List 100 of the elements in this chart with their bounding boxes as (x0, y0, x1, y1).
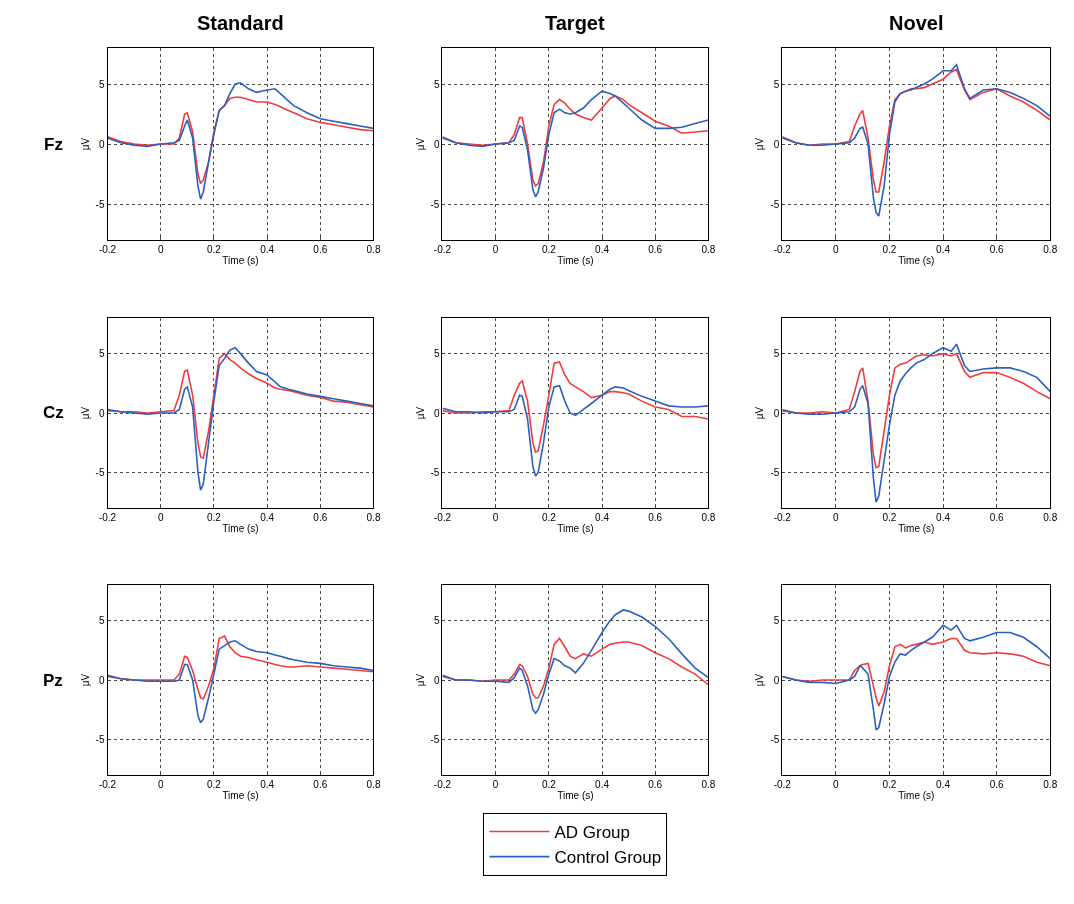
y-axis-title: μV (754, 406, 766, 420)
x-axis-title: Time (s) (557, 789, 594, 801)
x-tick-label: 0.4 (595, 244, 610, 255)
x-axis-title: Time (s) (222, 522, 259, 534)
x-axis-title: Time (s) (557, 254, 594, 266)
y-tick-label: -5 (770, 733, 780, 745)
x-tick-label: 0.8 (1043, 512, 1058, 523)
y-tick-label: -5 (430, 466, 440, 478)
line-series (107, 352, 374, 459)
y-tick-label: 0 (773, 138, 780, 150)
y-tick-label: -5 (95, 466, 105, 478)
y-tick-label: -5 (95, 733, 105, 745)
x-tick-label: 0.6 (313, 512, 328, 523)
legend-label: Control Group (554, 848, 662, 868)
y-axis-title: μV (414, 406, 426, 420)
x-tick-label: 0.2 (541, 512, 557, 523)
y-tick-label: 0 (98, 674, 105, 686)
x-tick-label: 0.8 (701, 512, 716, 523)
line-series (442, 361, 709, 453)
x-axis-title: Time (s) (898, 789, 935, 801)
x-tick-label: 0.6 (989, 244, 1005, 255)
line-series (782, 68, 1051, 193)
x-tick-label: 0 (833, 244, 840, 255)
y-tick-label: 5 (98, 348, 105, 360)
x-axis-title: Time (s) (898, 522, 935, 534)
y-tick-label: 0 (98, 138, 105, 150)
x-tick-label: 0.8 (701, 244, 716, 255)
x-tick-label: 0.8 (701, 779, 716, 790)
line-series (442, 384, 709, 477)
x-tick-label: -0.2 (98, 244, 117, 255)
x-tick-label: 0.2 (541, 779, 557, 790)
x-tick-label: 0.6 (313, 779, 328, 790)
x-axis-title: Time (s) (222, 789, 259, 801)
y-tick-label: -5 (430, 198, 440, 210)
x-tick-label: 0 (833, 512, 840, 523)
y-tick-label: -5 (430, 733, 440, 745)
y-axis-title: μV (754, 673, 766, 687)
x-tick-label: 0 (157, 244, 164, 255)
y-axis-title: μV (754, 137, 766, 151)
chart-title: Standard (197, 12, 284, 34)
x-tick-label: 0 (492, 779, 499, 790)
x-tick-label: -0.2 (433, 779, 452, 790)
y-tick-label: 0 (773, 407, 780, 419)
y-tick-label: 0 (98, 407, 105, 419)
chart-title: Novel (889, 12, 944, 34)
y-tick-label: 5 (98, 615, 105, 627)
x-axis-title: Time (s) (557, 522, 594, 534)
y-tick-label: -5 (770, 466, 780, 478)
x-tick-label: -0.2 (98, 512, 117, 523)
x-tick-label: -0.2 (773, 244, 792, 255)
x-tick-label: 0.6 (648, 512, 663, 523)
y-tick-label: 5 (98, 78, 105, 90)
x-tick-label: 0.2 (541, 244, 557, 255)
y-tick-label: 5 (773, 615, 780, 627)
line-series (782, 343, 1051, 503)
x-tick-label: 0.4 (936, 512, 951, 523)
x-tick-label: 0.6 (313, 244, 328, 255)
x-tick-label: 0.8 (366, 244, 381, 255)
x-tick-label: -0.2 (433, 512, 452, 523)
line-series (107, 96, 374, 185)
x-tick-label: 0 (492, 244, 499, 255)
x-tick-label: 0.6 (989, 779, 1005, 790)
line-series (107, 640, 374, 724)
line-series (107, 82, 374, 200)
y-tick-label: -5 (95, 198, 105, 210)
x-tick-label: 0 (492, 512, 499, 523)
x-tick-label: 0.2 (206, 779, 222, 790)
y-axis-title: μV (414, 137, 426, 151)
x-tick-label: 0.2 (206, 244, 222, 255)
line-series (782, 624, 1051, 731)
x-tick-label: 0.2 (882, 244, 897, 255)
line-series (107, 346, 374, 491)
line-series (442, 609, 709, 715)
line-series (107, 635, 374, 700)
x-tick-label: 0.4 (260, 779, 275, 790)
x-tick-label: -0.2 (98, 779, 117, 790)
x-tick-label: 0.2 (882, 779, 897, 790)
y-tick-label: 5 (433, 78, 440, 90)
x-tick-label: 0.8 (1043, 244, 1058, 255)
y-axis-title: μV (79, 406, 91, 420)
y-tick-label: -5 (770, 198, 780, 210)
y-tick-label: 5 (433, 615, 440, 627)
x-tick-label: 0.6 (989, 512, 1005, 523)
x-tick-label: -0.2 (773, 512, 792, 523)
x-tick-label: 0.8 (1043, 779, 1058, 790)
x-axis-title: Time (s) (222, 254, 259, 266)
line-series (442, 637, 709, 699)
x-tick-label: 0.2 (206, 512, 222, 523)
text: Cz (43, 403, 64, 422)
chart-title: Target (545, 12, 605, 34)
y-tick-label: 5 (433, 348, 440, 360)
x-tick-label: 0.4 (260, 512, 275, 523)
x-tick-label: 0.8 (366, 512, 381, 523)
x-axis-title: Time (s) (898, 254, 935, 266)
x-tick-label: 0.6 (648, 779, 663, 790)
line-series (782, 352, 1051, 469)
x-tick-label: 0.4 (595, 512, 610, 523)
x-tick-label: 0 (157, 779, 164, 790)
x-tick-label: 0.4 (260, 244, 275, 255)
legend-label: AD Group (554, 823, 631, 843)
